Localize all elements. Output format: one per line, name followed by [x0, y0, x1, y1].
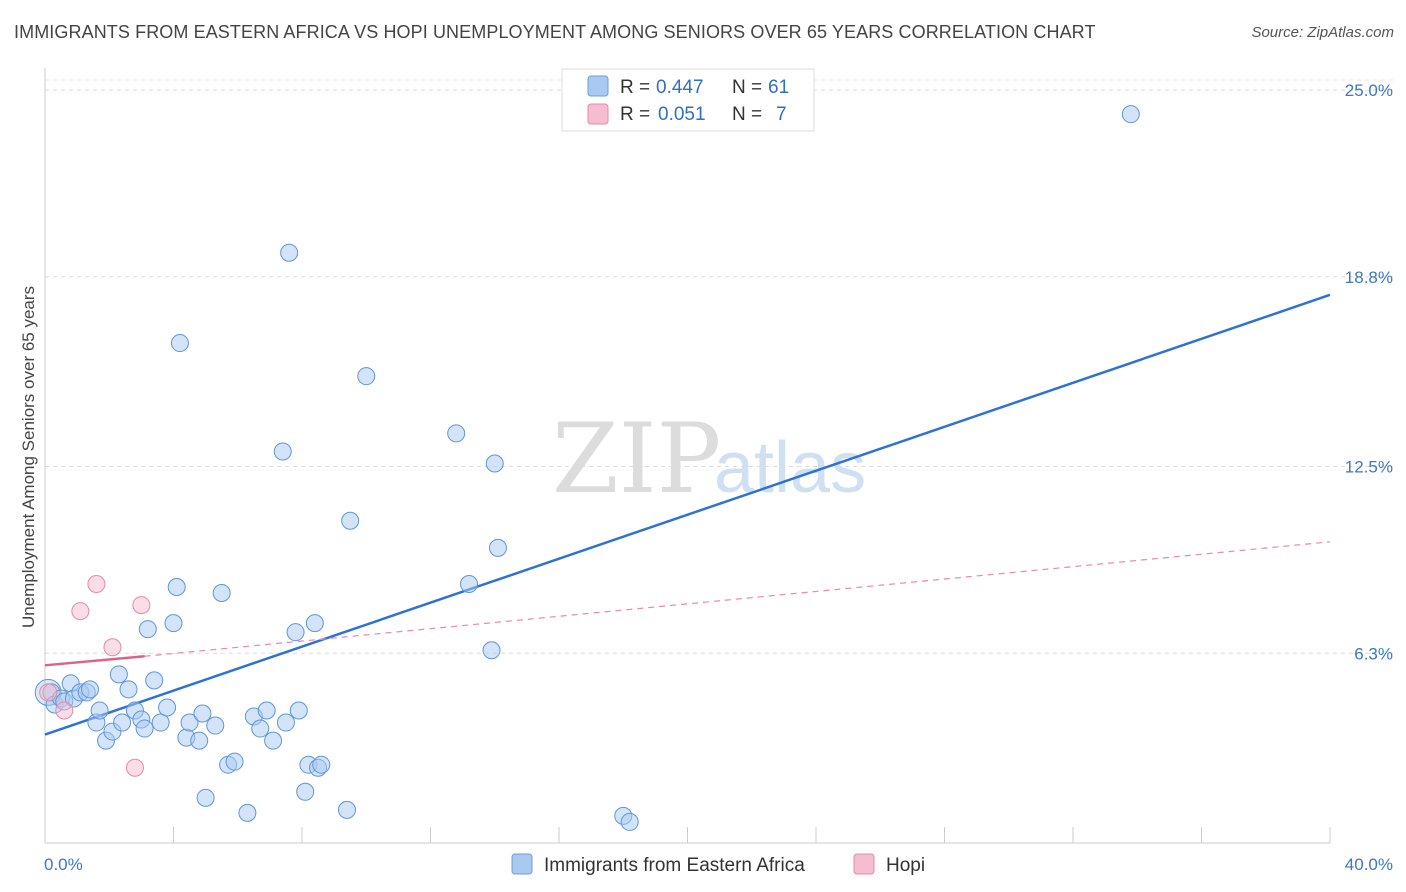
point-eastern-africa-47 — [305, 614, 324, 633]
legend-n-value-eastern-africa: 61 — [768, 77, 789, 98]
point-eastern-africa-29 — [193, 704, 212, 723]
point-eastern-africa-50 — [337, 800, 356, 819]
bottom-legend-swatch-hopi — [853, 853, 875, 875]
point-eastern-africa-32 — [212, 584, 231, 603]
bottom-legend-label-hopi: Hopi — [886, 855, 925, 876]
point-hopi-5 — [125, 758, 144, 777]
trend-line-hopi-solid — [44, 655, 145, 667]
legend-swatch-eastern-africa — [587, 75, 609, 97]
point-eastern-africa-31 — [206, 716, 225, 735]
y-axis-title: Unemployment Among Seniors over 65 years — [19, 286, 38, 628]
point-eastern-africa-49 — [312, 755, 331, 774]
point-eastern-africa-42 — [280, 243, 299, 262]
x-tick-labels: 0.0% 40.0% — [44, 855, 1393, 874]
point-eastern-africa-39 — [264, 731, 283, 750]
point-eastern-africa-20 — [145, 671, 164, 690]
point-hopi-2 — [71, 602, 90, 621]
watermark: ZIP atlas — [552, 403, 866, 515]
data-points — [34, 105, 1140, 831]
point-eastern-africa-60 — [1121, 105, 1140, 124]
point-eastern-africa-35 — [238, 803, 257, 822]
point-hopi-6 — [132, 596, 151, 615]
point-eastern-africa-56 — [485, 454, 504, 473]
point-eastern-africa-19 — [138, 620, 157, 639]
point-eastern-africa-13 — [109, 665, 128, 684]
legend-n-label-hopi: N = — [732, 104, 762, 125]
legend-r-value-eastern-africa: 0.447 — [656, 77, 704, 98]
point-eastern-africa-22 — [158, 698, 177, 717]
point-eastern-africa-24 — [167, 578, 186, 597]
legend-r-label-eastern-africa: R = — [620, 77, 650, 98]
gridlines — [45, 79, 1393, 654]
x-tick-label-min: 0.0% — [44, 855, 83, 874]
y-tick-label-3: 25.0% — [1345, 81, 1393, 100]
point-eastern-africa-18 — [135, 719, 154, 738]
point-eastern-africa-34 — [225, 752, 244, 771]
point-eastern-africa-59 — [620, 812, 639, 831]
legend-r-label-hopi: R = — [620, 104, 650, 125]
legend-n-label-eastern-africa: N = — [732, 77, 762, 98]
point-eastern-africa-27 — [180, 713, 199, 732]
legend: R = 0.447 N = 61 R = 0.051 N = 7 — [561, 68, 815, 132]
point-eastern-africa-28 — [190, 731, 209, 750]
bottom-legend: Immigrants from Eastern Africa Hopi — [511, 853, 925, 876]
watermark-zip: ZIP — [552, 403, 721, 515]
point-eastern-africa-44 — [289, 701, 308, 720]
point-eastern-africa-23 — [164, 614, 183, 633]
point-hopi-3 — [87, 574, 106, 593]
bottom-legend-swatch-eastern-africa — [511, 853, 533, 875]
watermark-atlas: atlas — [714, 428, 866, 508]
point-eastern-africa-15 — [119, 680, 138, 699]
point-eastern-africa-21 — [151, 713, 170, 732]
y-tick-label-1: 12.5% — [1345, 458, 1393, 477]
point-eastern-africa-54 — [460, 574, 479, 593]
trend-lines — [44, 293, 1331, 736]
y-tick-label-0: 6.3% — [1354, 644, 1393, 663]
trend-line-eastern-africa — [44, 293, 1331, 736]
point-eastern-africa-41 — [276, 713, 295, 732]
bottom-legend-label-eastern-africa: Immigrants from Eastern Africa — [544, 855, 805, 876]
point-hopi-4 — [103, 638, 122, 657]
point-eastern-africa-53 — [447, 424, 466, 443]
point-eastern-africa-57 — [488, 538, 507, 557]
point-eastern-africa-30 — [196, 788, 215, 807]
legend-r-value-hopi: 0.051 — [658, 104, 706, 125]
point-eastern-africa-52 — [357, 367, 376, 386]
point-eastern-africa-10 — [90, 701, 109, 720]
y-tick-label-2: 18.8% — [1345, 268, 1393, 287]
point-eastern-africa-38 — [257, 701, 276, 720]
point-eastern-africa-51 — [341, 511, 360, 530]
point-eastern-africa-37 — [251, 719, 270, 738]
chart-title: IMMIGRANTS FROM EASTERN AFRICA VS HOPI U… — [14, 22, 1096, 42]
legend-swatch-hopi — [587, 103, 609, 125]
point-eastern-africa-55 — [482, 641, 501, 660]
y-tick-labels: 6.3% 12.5% 18.8% 25.0% — [1345, 81, 1393, 663]
trend-line-hopi-dashed — [144, 541, 1331, 657]
point-eastern-africa-43 — [286, 623, 305, 642]
point-eastern-africa-8 — [80, 680, 99, 699]
chart-source: Source: ZipAtlas.com — [1251, 24, 1394, 41]
point-hopi-0 — [39, 683, 58, 702]
x-tick-label-max: 40.0% — [1345, 855, 1393, 874]
axes — [44, 68, 1331, 844]
legend-n-value-hopi: 7 — [776, 104, 787, 125]
point-eastern-africa-25 — [170, 334, 189, 353]
point-hopi-1 — [55, 701, 74, 720]
point-eastern-africa-14 — [113, 713, 132, 732]
point-eastern-africa-45 — [296, 782, 315, 801]
point-eastern-africa-40 — [273, 442, 292, 461]
